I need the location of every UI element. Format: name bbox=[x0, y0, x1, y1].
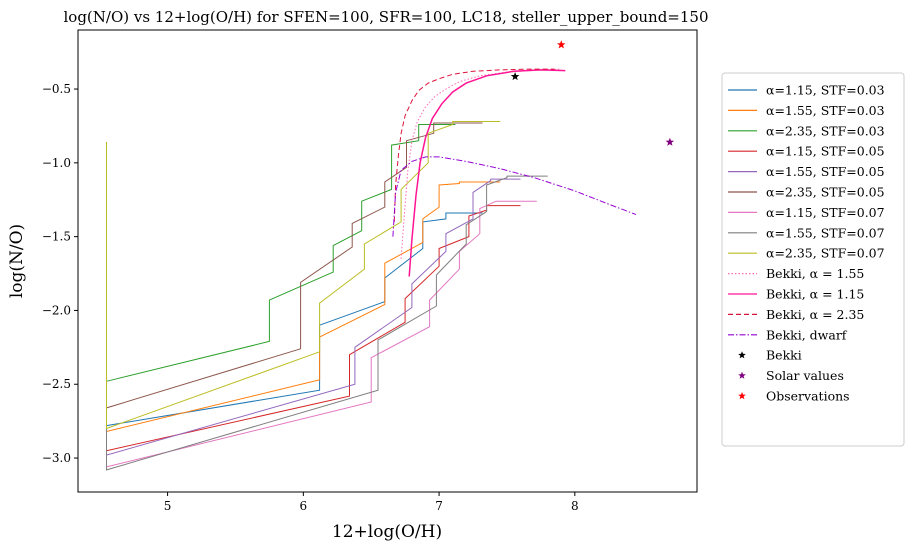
y-tick-label: −2.0 bbox=[42, 303, 71, 317]
plot-area bbox=[106, 40, 675, 471]
series-line-bekki-dwarf bbox=[392, 156, 637, 237]
marker-solar-values bbox=[665, 137, 675, 146]
legend-swatch-solar-values bbox=[738, 371, 746, 379]
series-line-1-15-stf-0-07 bbox=[106, 142, 537, 468]
x-tick-label: 5 bbox=[164, 499, 172, 513]
legend: α=1.15, STF=0.03 α=1.55, STF=0.03 α=2.35, … bbox=[721, 72, 905, 447]
axes: 5 6 7 8 −3.0 −2.5 −2.0 −1.5 −1.0 −0.5 bbox=[42, 82, 579, 513]
series-line-2-35-stf-0-07 bbox=[106, 121, 501, 430]
legend-label: α=1.55, STF=0.05 bbox=[766, 164, 885, 179]
legend-label: α=2.35, STF=0.03 bbox=[766, 123, 885, 138]
series-line-1-15-stf-0-05 bbox=[106, 142, 521, 452]
x-tick-label: 6 bbox=[300, 499, 308, 513]
legend-label: Observations bbox=[766, 389, 850, 404]
y-tick-label: −3.0 bbox=[42, 451, 71, 465]
y-tick-label: −1.0 bbox=[42, 156, 71, 170]
legend-label: Bekki bbox=[766, 348, 802, 363]
marker-observations bbox=[557, 40, 566, 49]
legend-label: Bekki, α = 1.15 bbox=[766, 287, 864, 302]
legend-label: Bekki, α = 1.55 bbox=[766, 266, 864, 281]
x-axis-label: 12+log(O/H) bbox=[332, 522, 442, 542]
legend-swatch-observations bbox=[738, 392, 746, 400]
series-line-2-35-stf-0-03 bbox=[106, 124, 456, 382]
series-line-bekki-2-35 bbox=[393, 68, 555, 222]
legend-label: α=2.35, STF=0.05 bbox=[766, 185, 885, 200]
legend-label: Bekki, α = 2.35 bbox=[766, 307, 864, 322]
series-line-1-55-stf-0-05 bbox=[106, 142, 521, 456]
series-line-1-55-stf-0-07 bbox=[106, 142, 548, 471]
marker-bekki bbox=[510, 72, 520, 81]
x-tick-label: 8 bbox=[571, 499, 579, 513]
legend-label: Bekki, dwarf bbox=[766, 327, 848, 342]
x-tick-label: 7 bbox=[435, 499, 443, 513]
y-tick-label: −0.5 bbox=[42, 82, 71, 96]
y-axis-label: log(N/O) bbox=[7, 224, 27, 298]
y-tick-label: −1.5 bbox=[42, 230, 71, 244]
series-line-1-55-stf-0-03 bbox=[106, 142, 501, 433]
chart-title: log(N/O) vs 12+log(O/H) for SFEN=100, SF… bbox=[63, 8, 708, 26]
series-line-bekki-1-55 bbox=[400, 68, 562, 259]
series-line-1-15-stf-0-03 bbox=[106, 142, 483, 427]
legend-swatch-bekki bbox=[738, 351, 746, 359]
legend-label: α=1.15, STF=0.07 bbox=[766, 205, 885, 220]
legend-label: α=1.55, STF=0.07 bbox=[766, 225, 885, 240]
legend-label: α=1.55, STF=0.03 bbox=[766, 103, 885, 118]
series-line-2-35-stf-0-05 bbox=[106, 122, 483, 409]
legend-box bbox=[721, 72, 905, 447]
legend-label: α=1.15, STF=0.03 bbox=[766, 83, 885, 98]
legend-label: α=1.15, STF=0.05 bbox=[766, 144, 885, 159]
y-tick-label: −2.5 bbox=[42, 377, 71, 391]
legend-label: Solar values bbox=[766, 368, 844, 383]
legend-label: α=2.35, STF=0.07 bbox=[766, 246, 885, 261]
plot-frame bbox=[77, 29, 698, 493]
series-line-bekki-1-15 bbox=[408, 69, 566, 277]
